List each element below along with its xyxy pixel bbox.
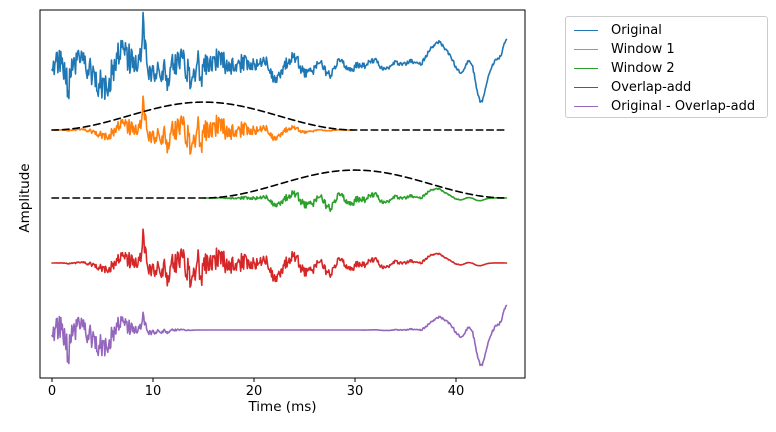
x-tick-label: 10 [145,384,162,399]
legend-item-original: Original [574,24,767,37]
x-tick-label: 20 [246,384,263,399]
legend-item-overlap-add: Overlap-add [574,81,767,94]
legend-line-difference [574,106,598,107]
y-axis-label: Amplitude [17,163,33,233]
x-tick-label: 30 [347,384,364,399]
window2-envelope [51,169,508,199]
legend-line-original [574,30,598,31]
legend-line-window2 [574,68,598,69]
legend-label-overlap-add: Overlap-add [611,80,692,95]
legend-label-difference: Original - Overlap-add [611,99,756,114]
x-axis-label: Time (ms) [248,399,317,415]
legend-line-window1 [574,49,598,50]
legend-item-difference: Original - Overlap-add [574,100,767,113]
trace-original [51,11,508,103]
legend: Original Window 1 Window 2 Overlap-add O… [565,16,768,118]
trace-overlap_add [51,228,508,288]
x-tick-label: 0 [48,384,56,399]
trace-window1 [51,95,356,155]
window1-envelope [51,101,508,131]
legend-label-window1: Window 1 [611,42,675,57]
legend-item-window1: Window 1 [574,43,767,56]
legend-line-overlap-add [574,87,598,88]
legend-label-window2: Window 2 [611,61,675,76]
axes-frame [39,9,526,379]
trace-difference [51,304,508,367]
trace-window2 [203,187,508,213]
legend-item-window2: Window 2 [574,62,767,75]
x-tick-label: 40 [448,384,465,399]
legend-label-original: Original [611,23,662,38]
